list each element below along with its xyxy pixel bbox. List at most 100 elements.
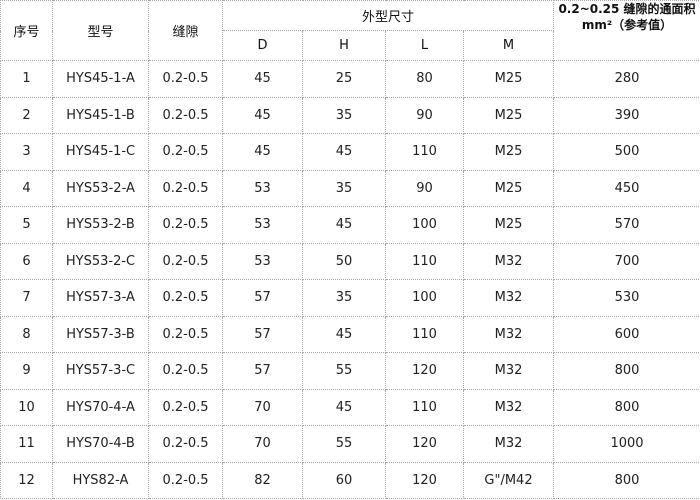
table-cell: 53 [222,206,303,244]
table-cell: 82 [222,461,303,499]
table-cell: 53 [222,169,303,207]
table-cell: 25 [302,60,386,98]
table-cell: 110 [385,133,464,171]
table-cell: 5 [0,206,53,244]
table-cell: 57 [222,279,303,317]
table-row: 4 HYS53-2-A 0.2-0.5 53 35 90 M25 450 [0,169,700,207]
table-cell: 800 [553,461,700,499]
table-cell: 4 [0,169,53,207]
header-cell: 缝隙 [148,0,223,61]
table-cell: 12 [0,461,53,499]
table-cell: 0.2-0.5 [148,206,223,244]
table-cell: 3 [0,133,53,171]
table-cell: 0.2-0.5 [148,461,223,499]
table-cell: 10 [0,388,53,426]
table-cell: M32 [462,352,555,390]
table-cell: M32 [462,315,555,353]
table-cell: 50 [302,242,386,280]
header-cell: 型号 [52,0,149,61]
table-cell: 0.2-0.5 [148,279,223,317]
table-row: 8 HYS57-3-B 0.2-0.5 57 45 110 M32 600 [0,315,700,353]
table-cell: 8 [0,315,53,353]
table-cell: 45 [302,315,386,353]
table-cell: 0.2-0.5 [148,388,223,426]
table-cell: 280 [553,60,700,98]
table-cell: HYS57-3-C [52,352,149,390]
table-cell: 0.2-0.5 [148,96,223,134]
table-cell: HYS57-3-B [52,315,149,353]
table-cell: M32 [462,242,555,280]
table-cell: 57 [222,352,303,390]
table-cell: 45 [222,96,303,134]
table-cell: 55 [302,352,386,390]
table-cell: G"/M42 [462,461,555,499]
table-cell: HYS53-2-A [52,169,149,207]
table-cell: 9 [0,352,53,390]
table-row: 9 HYS57-3-C 0.2-0.5 57 55 120 M32 800 [0,352,700,390]
table-cell: 120 [385,352,464,390]
table-cell: 11 [0,425,53,463]
table-cell: 0.2-0.5 [148,352,223,390]
table-cell: HYS70-4-A [52,388,149,426]
table-cell: 120 [385,425,464,463]
table-cell: 45 [302,206,386,244]
table-cell: M25 [462,133,555,171]
table-cell: HYS45-1-B [52,96,149,134]
table-cell: 70 [222,388,303,426]
table-cell: 45 [222,133,303,171]
table-cell: M32 [462,425,555,463]
table-cell: HYS82-A [52,461,149,499]
table-cell: 0.2-0.5 [148,169,223,207]
table-cell: 450 [553,169,700,207]
table-cell: 45 [222,60,303,98]
table-cell: 110 [385,242,464,280]
table-cell: 70 [222,425,303,463]
table-cell: HYS53-2-B [52,206,149,244]
table-row: 2 HYS45-1-B 0.2-0.5 45 35 90 M25 390 [0,96,700,134]
table-row: 12 HYS82-A 0.2-0.5 82 60 120 G"/M42 800 [0,461,700,499]
header-cell: 序号 [0,0,53,61]
header-cell: H [302,30,386,61]
table-cell: 1000 [553,425,700,463]
header-cell: M [462,30,555,61]
table-cell: 530 [553,279,700,317]
table-cell: 0.2-0.5 [148,425,223,463]
table-row: 3 HYS45-1-C 0.2-0.5 45 45 110 M25 500 [0,133,700,171]
table-cell: M25 [462,169,555,207]
table-cell: 600 [553,315,700,353]
table-cell: 35 [302,169,386,207]
header-row: 序号 型号 缝隙 外型尺寸 0.2~0.25 缝隙的通面积 mm²（参考值） [0,0,700,61]
table-cell: 80 [385,60,464,98]
table-row: 10 HYS70-4-A 0.2-0.5 70 45 110 M32 800 [0,388,700,426]
table-cell: 700 [553,242,700,280]
table-cell: 35 [302,279,386,317]
table-cell: 45 [302,388,386,426]
table-row: 7 HYS57-3-A 0.2-0.5 57 35 100 M32 530 [0,279,700,317]
table-cell: HYS57-3-A [52,279,149,317]
table-cell: 57 [222,315,303,353]
table-cell: 390 [553,96,700,134]
header-cell: 外型尺寸 [221,0,555,31]
header-cell: D [222,30,303,61]
table-body: 1 HYS45-1-A 0.2-0.5 45 25 80 M25 280 2 HYS45-1-B 0… [0,60,700,499]
table-cell: 800 [553,388,700,426]
table-cell: HYS45-1-C [52,133,149,171]
table-cell: 90 [385,169,464,207]
table-cell: HYS45-1-A [52,60,149,98]
table-cell: M25 [462,206,555,244]
table-cell: M25 [462,60,555,98]
table-cell: 100 [385,279,464,317]
table-cell: 800 [553,352,700,390]
table-row: 1 HYS45-1-A 0.2-0.5 45 25 80 M25 280 [0,60,700,98]
table-cell: 6 [0,242,53,280]
table-row: 6 HYS53-2-C 0.2-0.5 53 50 110 M32 700 [0,242,700,280]
table-cell: M25 [462,96,555,134]
table-cell: 90 [385,96,464,134]
table-cell: 2 [0,96,53,134]
table-cell: 60 [302,461,386,499]
table-cell: 500 [553,133,700,171]
table-cell: 110 [385,315,464,353]
